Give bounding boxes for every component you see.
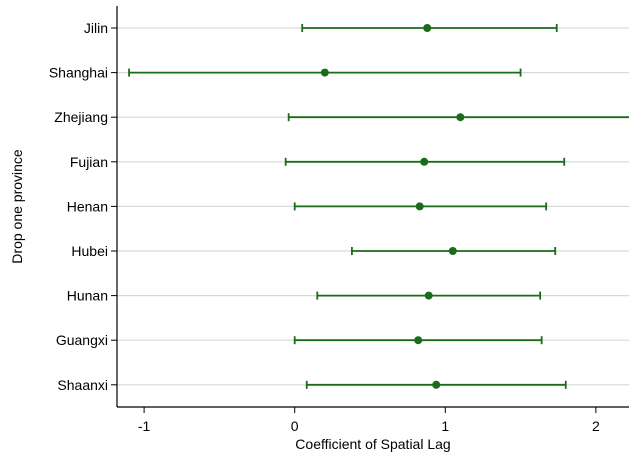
point-estimate — [424, 291, 433, 300]
y-axis-title: Drop one province — [9, 149, 25, 264]
y-tick-label: Jilin — [84, 20, 108, 36]
point-estimate — [448, 247, 457, 255]
y-tick-label: Zhejiang — [54, 109, 108, 125]
point-estimate — [414, 336, 423, 345]
y-tick-label: Henan — [67, 198, 108, 214]
y-tick-label: Hunan — [67, 288, 108, 304]
x-axis-title: Coefficient of Spatial Lag — [295, 436, 450, 452]
y-tick-label: Shanghai — [49, 65, 108, 81]
y-tick-labels: Jilin Shanghai Zhejiang Fujian Henan Hubei Hun… — [49, 20, 117, 393]
y-tick-label: Fujian — [70, 154, 108, 170]
point-estimate — [456, 113, 465, 122]
point-estimates — [320, 24, 465, 389]
point-estimate — [432, 380, 441, 389]
x-tick-label: 0 — [291, 418, 299, 434]
x-tick-labels: -1 0 1 2 — [138, 407, 600, 434]
x-tick-label: -1 — [138, 418, 151, 434]
point-estimate — [420, 157, 429, 166]
x-tick-label: 1 — [441, 418, 449, 434]
y-tick-label: Shaanxi — [57, 377, 108, 393]
point-estimate — [423, 24, 432, 32]
y-tick-label: Guangxi — [56, 332, 108, 348]
point-estimate — [415, 202, 424, 211]
point-estimate — [320, 68, 329, 77]
x-tick-label: 2 — [592, 418, 600, 434]
y-tick-label: Hubei — [71, 243, 108, 259]
